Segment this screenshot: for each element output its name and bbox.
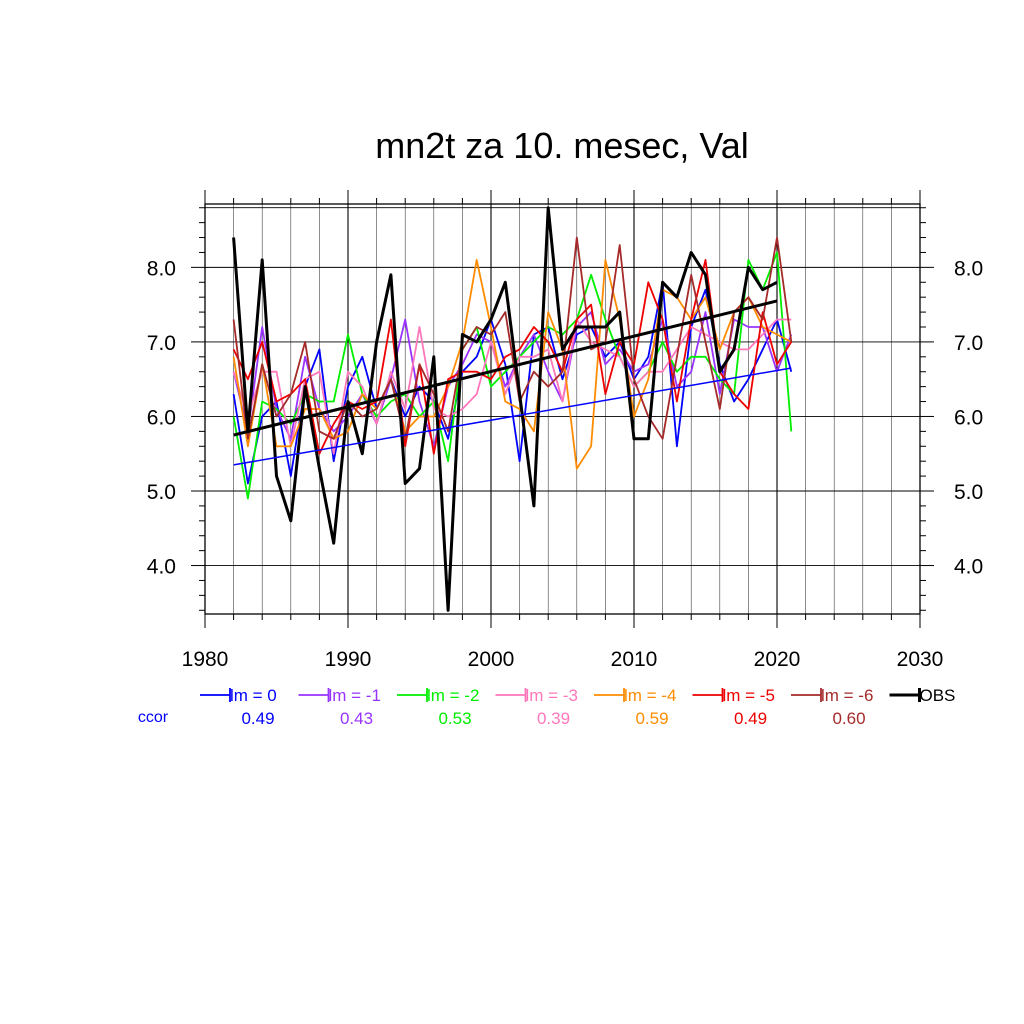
y-tick-label: 5.0 [147,481,176,504]
y-tick-label: 7.0 [147,332,176,355]
y-tick-label: 4.0 [147,556,176,579]
x-tick-label: 1980 [182,648,229,671]
trend-line [233,299,778,437]
ccor-value: 0.59 [635,709,668,728]
plot-frame [204,203,921,615]
series-line [232,236,793,440]
legend-label: lm = -4 [624,686,676,705]
ccor-value: 0.49 [241,709,274,728]
x-tick-label: 2000 [468,648,515,671]
x-tick-label: 2030 [897,648,944,671]
y-tick-label-right: 8.0 [954,257,983,280]
y-tick-label-right: 7.0 [954,332,983,355]
y-tick-label: 8.0 [147,257,176,280]
legend-label: lm = -6 [821,686,873,705]
ccor-value: 0.53 [438,709,471,728]
x-tick-label: 2010 [611,648,658,671]
ccor-value: 0.39 [537,709,570,728]
series-line [232,251,793,500]
trend-lines [233,299,792,466]
series-line [232,206,778,612]
trend-line [233,367,792,466]
ccor-label: ccor [138,709,169,726]
series-line [232,311,793,448]
axis-ticks [191,190,934,628]
x-tick-label: 1990 [325,648,372,671]
y-tick-label: 6.0 [147,406,176,429]
chart-title: mn2t za 10. mesec, Val [375,125,749,166]
legend-label: lm = -1 [329,686,381,705]
legend-label: lm = -2 [427,686,479,705]
legend-label: lm = 0 [230,686,277,705]
ccor-value: 0.49 [734,709,767,728]
series-lines [232,206,793,612]
legend-label: lm = -3 [526,686,578,705]
ccor-value: 0.60 [832,709,865,728]
legend-label: OBS [920,686,956,705]
x-tick-label: 2020 [754,648,801,671]
y-tick-label-right: 4.0 [954,556,983,579]
legend-label: lm = -5 [723,686,775,705]
tick-labels: 1980 1990 2000 2010 2020 2030 4.0 4.0 5.0 5.0 6.0 6… [147,257,983,671]
ccor-value: 0.43 [340,709,373,728]
legend: lm = 0 0.49 lm = -1 0.43 lm = -2 0.53 lm = -3 0… [200,686,955,728]
y-tick-label-right: 6.0 [954,406,983,429]
y-tick-label-right: 5.0 [954,481,983,504]
